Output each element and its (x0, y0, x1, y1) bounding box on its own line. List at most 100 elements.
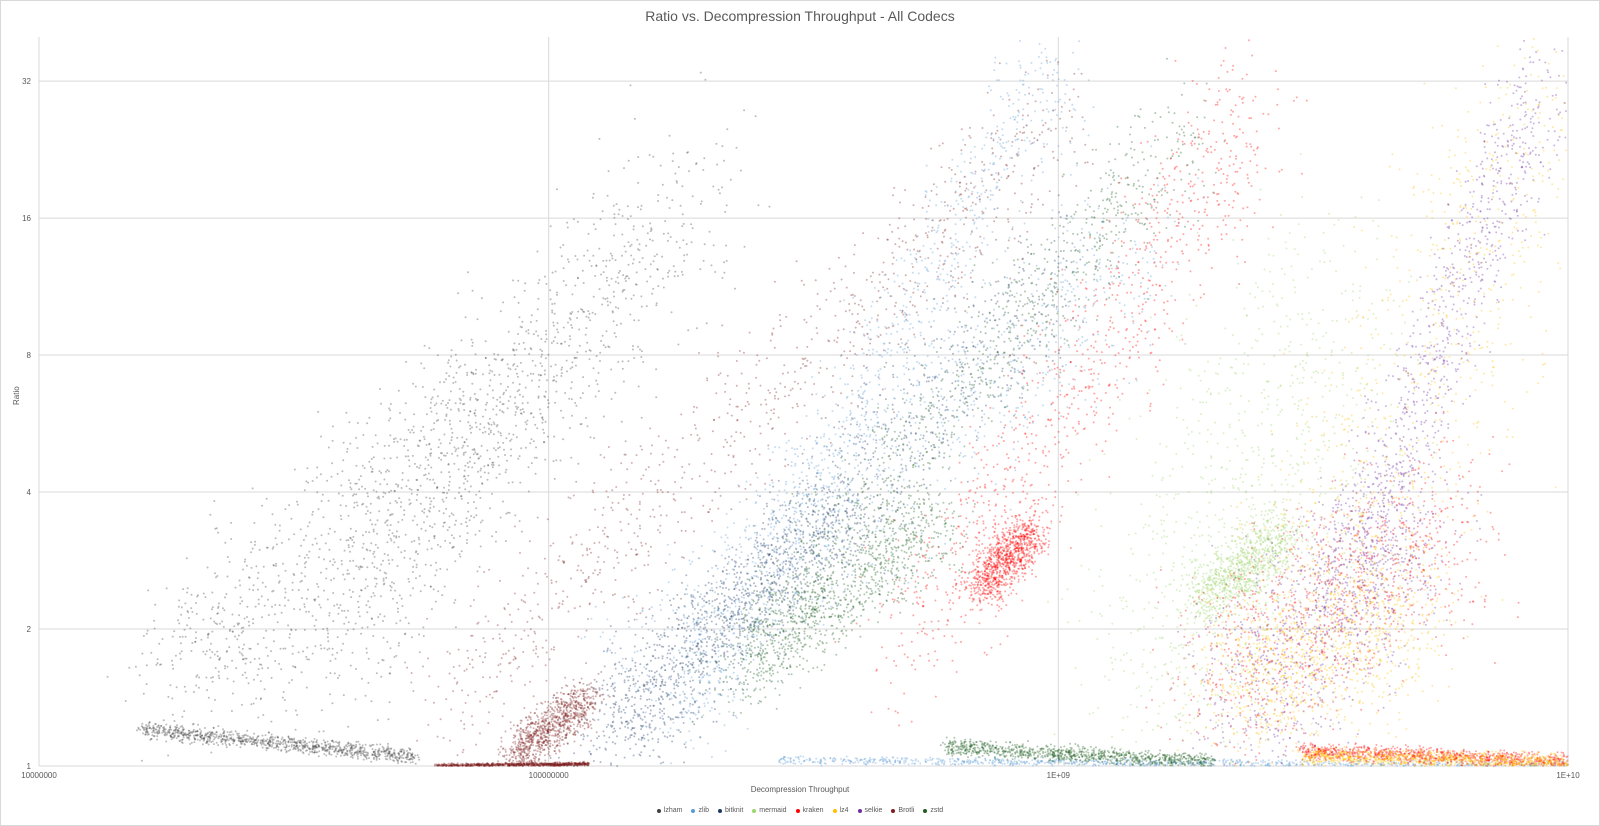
data-point (570, 457, 572, 459)
data-point (372, 468, 374, 470)
data-point (872, 353, 874, 355)
data-point (1052, 74, 1054, 76)
data-point (481, 297, 483, 299)
data-point (967, 408, 969, 410)
data-point (527, 329, 529, 331)
data-point (315, 746, 317, 748)
data-point (438, 439, 440, 441)
data-point (223, 730, 225, 732)
data-point (508, 433, 510, 435)
data-point (741, 596, 743, 598)
data-point (341, 610, 343, 612)
data-point (345, 633, 347, 635)
data-point (487, 465, 489, 467)
data-point (902, 471, 904, 473)
data-point (383, 578, 385, 580)
data-point (622, 215, 624, 217)
data-point (746, 518, 748, 520)
data-point (1054, 227, 1056, 229)
data-point (1032, 94, 1034, 96)
data-point (996, 258, 998, 260)
data-point (831, 476, 833, 478)
data-point (347, 743, 349, 745)
data-point (426, 516, 428, 518)
data-point (509, 396, 511, 398)
data-point (637, 156, 639, 158)
data-point (1079, 249, 1081, 251)
data-point (181, 650, 183, 652)
data-point (428, 443, 430, 445)
data-point (618, 209, 620, 211)
data-point (641, 610, 643, 612)
data-point (293, 744, 295, 746)
data-point (154, 628, 156, 630)
data-point (1018, 99, 1020, 101)
data-point (467, 502, 469, 504)
data-point (367, 495, 369, 497)
data-point (182, 734, 184, 736)
data-point (514, 296, 516, 298)
data-point (538, 386, 540, 388)
data-point (371, 753, 373, 755)
data-point (820, 475, 822, 477)
data-point (548, 402, 550, 404)
data-point (1074, 109, 1076, 111)
data-point (694, 589, 696, 591)
data-point (475, 494, 477, 496)
data-point (406, 750, 408, 752)
data-point (484, 472, 486, 474)
data-point (1022, 80, 1024, 82)
data-point (623, 167, 625, 169)
data-point (401, 487, 403, 489)
data-point (344, 578, 346, 580)
data-point (240, 740, 242, 742)
data-point (944, 760, 946, 762)
data-point (376, 567, 378, 569)
data-point (877, 417, 879, 419)
data-point (347, 448, 349, 450)
data-point (931, 340, 933, 342)
data-point (727, 544, 729, 546)
data-point (630, 255, 632, 257)
data-point (333, 558, 335, 560)
data-point (357, 758, 359, 760)
data-point (430, 402, 432, 404)
data-point (928, 231, 930, 233)
data-point (692, 195, 694, 197)
data-point (745, 537, 747, 539)
data-point (973, 400, 975, 402)
data-point (943, 340, 945, 342)
data-point (773, 551, 775, 553)
data-point (1257, 762, 1259, 764)
data-point (870, 419, 872, 421)
data-point (445, 378, 447, 380)
data-point (380, 564, 382, 566)
data-point (1099, 279, 1101, 281)
data-point (337, 613, 339, 615)
data-point (613, 213, 615, 215)
data-point (392, 532, 394, 534)
data-point (856, 498, 858, 500)
data-point (820, 472, 822, 474)
data-point (1157, 184, 1159, 186)
data-point (678, 166, 680, 168)
data-point (689, 718, 691, 720)
data-point (392, 756, 394, 758)
data-point (1017, 370, 1019, 372)
data-point (326, 628, 328, 630)
data-point (337, 677, 339, 679)
data-point (938, 278, 940, 280)
data-point (849, 410, 851, 412)
data-point (235, 587, 237, 589)
data-point (377, 662, 379, 664)
data-point (601, 304, 603, 306)
data-point (704, 79, 706, 81)
data-point (709, 710, 711, 712)
data-point (979, 201, 981, 203)
data-point (676, 241, 678, 243)
data-point (659, 728, 661, 730)
data-point (745, 565, 747, 567)
data-point (1227, 759, 1229, 761)
data-point (835, 433, 837, 435)
data-point (1000, 145, 1002, 147)
